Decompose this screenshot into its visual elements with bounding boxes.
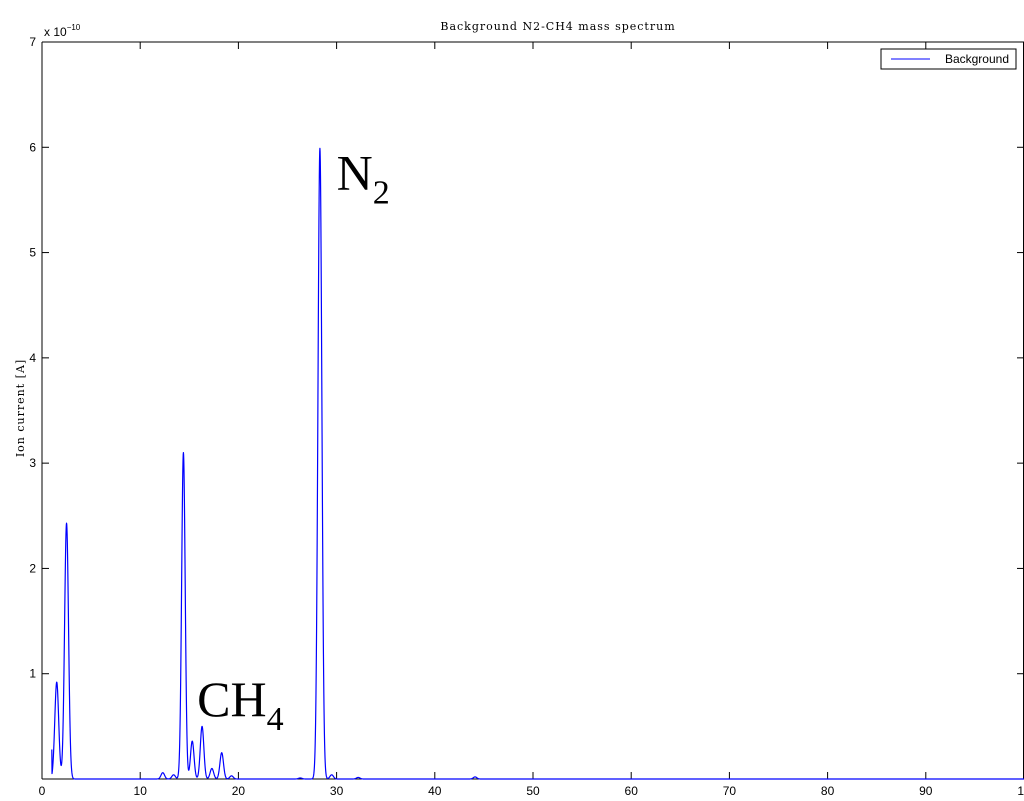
y-tick-label: 1 (29, 667, 36, 681)
legend: Background (880, 48, 1017, 70)
series (51, 147, 1024, 780)
x-tick-label: 40 (428, 784, 442, 798)
x-tick-label: 90 (919, 784, 933, 798)
annotations: N2 CH4 (197, 144, 390, 737)
x-tick-label: 60 (625, 784, 639, 798)
x-tick-label: 20 (232, 784, 246, 798)
ticks: 0 10 20 30 40 50 60 70 80 90 10 1 2 3 4 5 6 7 (29, 35, 1024, 798)
x-tick-label: 10 (1017, 784, 1024, 798)
y-scale-factor: x 10−10 (44, 23, 81, 39)
y-tick-label: 6 (29, 140, 36, 154)
y-tick-label: 7 (29, 35, 36, 49)
peak-annotation: N2 (337, 144, 390, 211)
axes (41, 41, 1024, 780)
y-tick-label: 5 (29, 246, 36, 260)
chart-title: Background N2-CH4 mass spectrum (440, 20, 675, 33)
y-axis-label: Ion current [A] (14, 359, 27, 457)
y-tick-label: 4 (29, 351, 36, 365)
x-tick-label: 80 (821, 784, 835, 798)
legend-box (880, 48, 1017, 70)
series-line-background (51, 147, 1024, 780)
x-tick-label: 70 (723, 784, 737, 798)
y-tick-label: 2 (29, 561, 36, 575)
peak-annotation: CH4 (197, 671, 283, 738)
x-tick-label: 50 (526, 784, 540, 798)
x-tick-label: 0 (39, 784, 46, 798)
y-tick-label: 3 (29, 456, 36, 470)
x-tick-label: 10 (134, 784, 148, 798)
x-tick-label: 30 (330, 784, 344, 798)
legend-entry: Background (945, 52, 1009, 66)
